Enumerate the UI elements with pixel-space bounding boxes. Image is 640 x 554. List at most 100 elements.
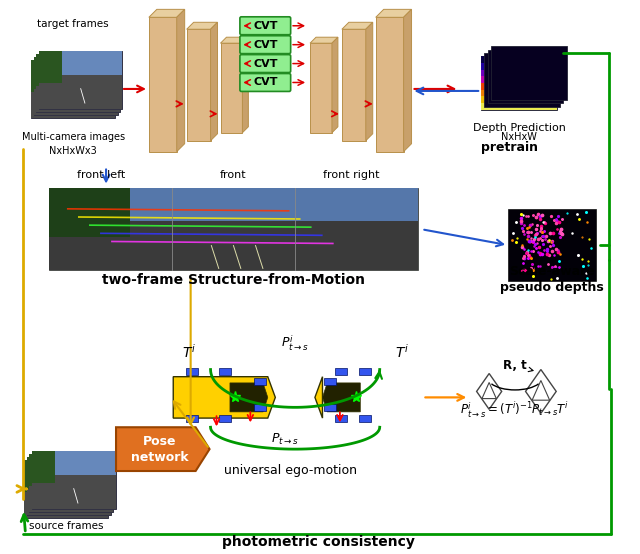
Text: pretrain: pretrain — [481, 141, 538, 153]
Text: CVT: CVT — [253, 40, 278, 50]
FancyBboxPatch shape — [335, 367, 348, 375]
Text: front: front — [220, 171, 247, 181]
FancyBboxPatch shape — [240, 55, 291, 73]
FancyBboxPatch shape — [29, 454, 53, 486]
Text: $P_{t\rightarrow s}$: $P_{t\rightarrow s}$ — [271, 432, 300, 447]
Polygon shape — [187, 22, 218, 29]
FancyBboxPatch shape — [481, 63, 557, 70]
Polygon shape — [342, 29, 366, 141]
Text: Pose
network: Pose network — [131, 435, 189, 464]
FancyBboxPatch shape — [24, 484, 108, 518]
FancyBboxPatch shape — [36, 78, 120, 112]
Polygon shape — [332, 37, 338, 133]
FancyBboxPatch shape — [32, 451, 116, 509]
Text: CVT: CVT — [253, 59, 278, 69]
Polygon shape — [342, 22, 372, 29]
FancyBboxPatch shape — [27, 457, 111, 481]
FancyBboxPatch shape — [49, 221, 417, 270]
Text: Depth Prediction: Depth Prediction — [472, 123, 565, 133]
FancyBboxPatch shape — [29, 478, 113, 512]
Polygon shape — [149, 9, 185, 17]
Text: two-frame Structure-from-Motion: two-frame Structure-from-Motion — [102, 273, 365, 287]
Text: universal ego-motion: universal ego-motion — [223, 464, 356, 477]
FancyBboxPatch shape — [481, 83, 557, 90]
FancyBboxPatch shape — [186, 415, 198, 422]
FancyBboxPatch shape — [335, 415, 348, 422]
Text: NxHxW: NxHxW — [501, 132, 537, 142]
FancyBboxPatch shape — [32, 451, 116, 475]
FancyBboxPatch shape — [49, 188, 417, 270]
FancyBboxPatch shape — [39, 51, 62, 83]
FancyBboxPatch shape — [481, 103, 557, 110]
Polygon shape — [376, 17, 404, 152]
Polygon shape — [404, 9, 412, 152]
FancyBboxPatch shape — [31, 60, 115, 84]
Text: Multi-camera images
NxHxWx3: Multi-camera images NxHxWx3 — [22, 132, 125, 156]
FancyBboxPatch shape — [359, 415, 371, 422]
Text: photometric consistency: photometric consistency — [221, 535, 415, 548]
Text: $P^i_{t\rightarrow s} = (T^i)^{-1}P_{t\rightarrow s}T^i$: $P^i_{t\rightarrow s} = (T^i)^{-1}P_{t\r… — [460, 401, 570, 420]
FancyBboxPatch shape — [508, 209, 596, 281]
Polygon shape — [116, 427, 209, 471]
FancyBboxPatch shape — [27, 457, 51, 489]
FancyBboxPatch shape — [34, 57, 58, 89]
FancyBboxPatch shape — [220, 415, 231, 422]
FancyBboxPatch shape — [39, 51, 122, 75]
FancyBboxPatch shape — [481, 96, 557, 103]
FancyBboxPatch shape — [36, 54, 120, 78]
FancyBboxPatch shape — [324, 378, 336, 385]
FancyBboxPatch shape — [186, 367, 198, 375]
FancyBboxPatch shape — [27, 457, 111, 515]
FancyBboxPatch shape — [240, 35, 291, 54]
FancyBboxPatch shape — [24, 460, 108, 518]
Polygon shape — [310, 37, 338, 43]
FancyBboxPatch shape — [32, 475, 116, 509]
FancyBboxPatch shape — [36, 54, 120, 112]
Polygon shape — [149, 17, 177, 152]
Text: CVT: CVT — [253, 20, 278, 31]
FancyBboxPatch shape — [481, 56, 557, 110]
Polygon shape — [177, 9, 185, 152]
Polygon shape — [221, 43, 243, 133]
FancyBboxPatch shape — [49, 188, 131, 238]
FancyBboxPatch shape — [359, 367, 371, 375]
FancyBboxPatch shape — [39, 75, 122, 109]
FancyBboxPatch shape — [481, 76, 557, 83]
Text: R, t: R, t — [503, 358, 527, 372]
Text: source frames: source frames — [29, 521, 104, 531]
FancyBboxPatch shape — [34, 81, 118, 115]
FancyBboxPatch shape — [27, 481, 111, 515]
Text: front right: front right — [323, 171, 380, 181]
FancyBboxPatch shape — [481, 70, 557, 76]
Polygon shape — [187, 29, 211, 141]
Polygon shape — [221, 37, 248, 43]
Polygon shape — [315, 377, 323, 418]
FancyBboxPatch shape — [31, 60, 115, 118]
FancyBboxPatch shape — [49, 188, 417, 221]
FancyBboxPatch shape — [24, 460, 108, 484]
FancyBboxPatch shape — [34, 57, 118, 81]
FancyBboxPatch shape — [24, 460, 48, 492]
FancyBboxPatch shape — [31, 60, 55, 92]
FancyBboxPatch shape — [220, 367, 231, 375]
Text: target frames: target frames — [37, 19, 109, 29]
Text: $P^i_{t\rightarrow s}$: $P^i_{t\rightarrow s}$ — [281, 334, 309, 353]
FancyBboxPatch shape — [491, 47, 566, 100]
FancyBboxPatch shape — [254, 404, 266, 411]
Polygon shape — [230, 383, 268, 412]
FancyBboxPatch shape — [240, 17, 291, 35]
FancyBboxPatch shape — [324, 404, 336, 411]
FancyBboxPatch shape — [484, 53, 560, 106]
Polygon shape — [310, 43, 332, 133]
Polygon shape — [323, 383, 360, 412]
Polygon shape — [211, 22, 218, 141]
FancyBboxPatch shape — [32, 451, 55, 483]
FancyBboxPatch shape — [254, 378, 266, 385]
Text: Scale-aware
pseudo depths: Scale-aware pseudo depths — [500, 265, 604, 294]
Text: CVT: CVT — [253, 78, 278, 88]
FancyBboxPatch shape — [240, 74, 291, 91]
FancyBboxPatch shape — [31, 84, 115, 118]
FancyBboxPatch shape — [34, 57, 118, 115]
FancyBboxPatch shape — [488, 49, 563, 103]
Polygon shape — [366, 22, 372, 141]
